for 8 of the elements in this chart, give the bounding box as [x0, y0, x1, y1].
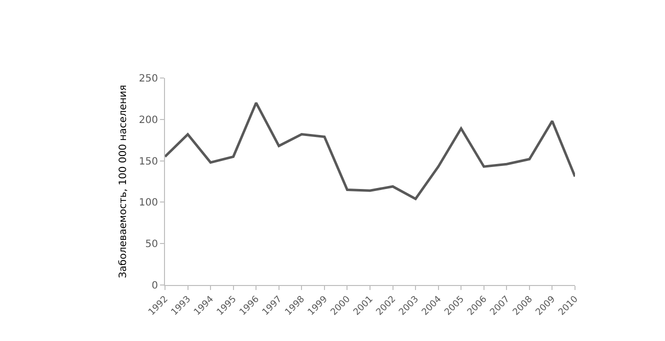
y-tick-label: 50 [145, 239, 158, 250]
y-axis-title: Заболеваемость, 100 000 населения [118, 84, 129, 278]
y-tick-label: 100 [138, 198, 158, 209]
y-tick-label: 200 [138, 114, 158, 126]
line-series [165, 102, 575, 200]
y-tick-label: 150 [138, 156, 158, 168]
y-tick-label: 0 [152, 280, 158, 292]
y-tick-label: 250 [138, 74, 158, 84]
